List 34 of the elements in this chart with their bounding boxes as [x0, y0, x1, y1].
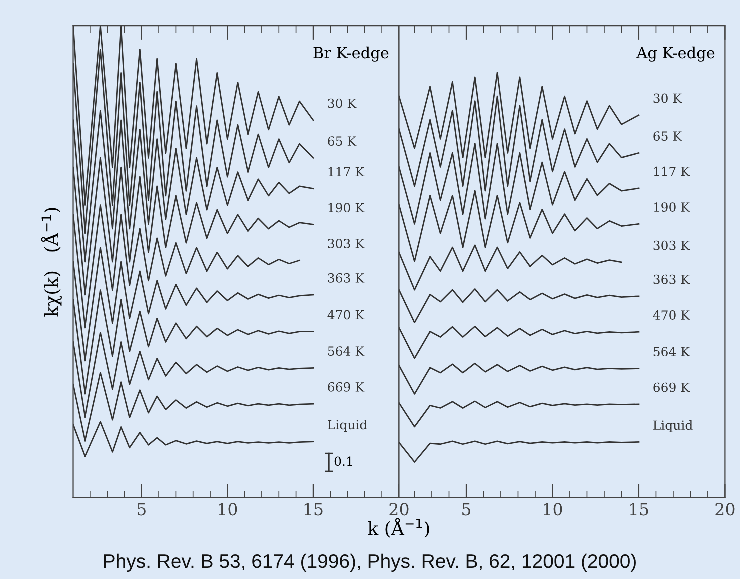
series-label: 669 K [328, 382, 365, 392]
x-tick-label: 15 [304, 503, 323, 516]
series-label: Liquid [654, 420, 693, 433]
series-label: 564 K [654, 347, 690, 357]
series-label: 117 K [654, 166, 690, 176]
x-tick-label: 20 [716, 503, 735, 516]
series-label: 190 K [328, 203, 365, 213]
series-label: Liquid [328, 420, 368, 432]
text: Ag K-edge [636, 46, 715, 62]
series-label: 363 K [328, 273, 365, 283]
text: 303 K [328, 238, 365, 248]
x-axis-title: k (Å$^{−1}$) [368, 518, 430, 538]
series-label: 470 K [328, 310, 365, 320]
series-label: 65 K [654, 132, 682, 142]
series-label: 470 K [653, 310, 690, 320]
x-tick-label: 15 [630, 503, 648, 516]
y-axis-title: kχ(k) (Å$^{−1}$) [41, 208, 62, 317]
x-tick-label: 10 [219, 503, 238, 516]
series-label: 190 K [654, 202, 690, 212]
series-label: 669 K [654, 382, 690, 392]
text: Phys. Rev. B 53, 6174 (1996), Phys. Rev. B, 62, 12001 (2000) [104, 554, 636, 572]
series-label: 30 K [328, 98, 357, 108]
series-label: 117 K [328, 167, 365, 177]
text: 303 K [654, 240, 690, 250]
series-label: 30 K [654, 94, 682, 104]
series-label: 363 K [654, 274, 690, 284]
x-tick-label: 5 [462, 503, 471, 516]
annotation: 0.1 [334, 456, 352, 466]
x-tick-label: 20 [390, 503, 409, 516]
series-label: 65 K [328, 136, 357, 146]
x-tick-label: 5 [138, 503, 146, 516]
x-tick-label: 10 [544, 503, 562, 516]
series-label: 564 K [328, 346, 365, 356]
annotation: Br K-edge [314, 46, 389, 62]
